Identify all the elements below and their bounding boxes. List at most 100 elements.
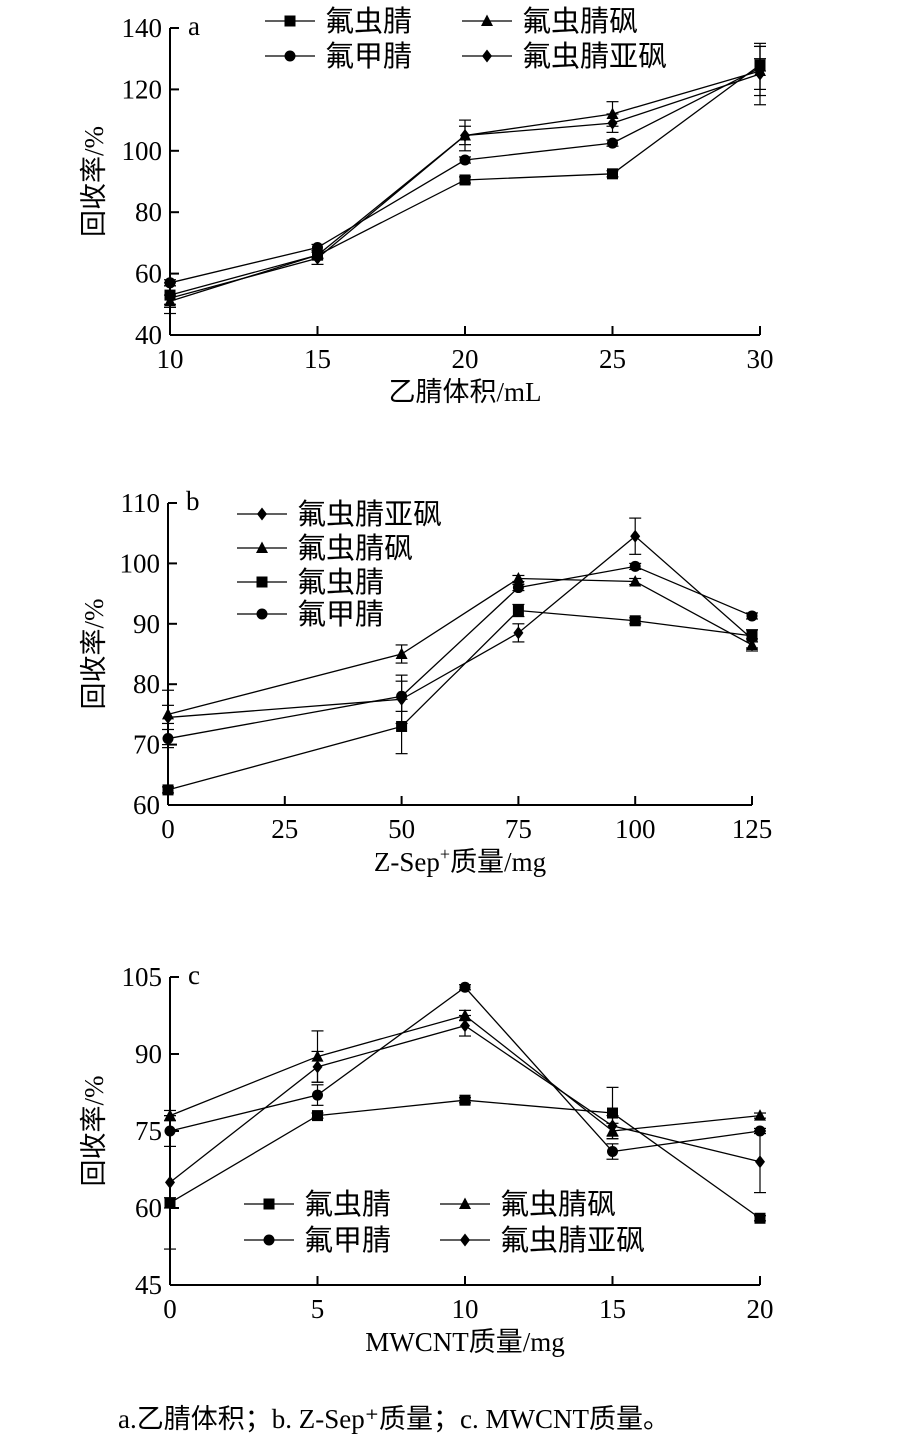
data-point	[629, 575, 642, 587]
data-point	[312, 242, 323, 254]
x-tick-label: 15	[304, 344, 331, 374]
legend-item: 氟虫腈	[244, 1188, 391, 1221]
panel-letter: c	[188, 960, 200, 990]
legend-item: 氟虫腈亚砜	[462, 40, 667, 73]
y-axis-label: 回收率/%	[79, 599, 109, 710]
x-axis-label: 乙腈体积/mL	[389, 377, 542, 407]
legend-label: 氟虫腈砜	[500, 1188, 616, 1221]
series-diamond	[162, 517, 758, 746]
y-tick-label: 80	[135, 197, 162, 227]
x-tick-label: 50	[388, 814, 415, 844]
legend-marker	[263, 1234, 275, 1246]
y-tick-label: 75	[135, 1116, 162, 1146]
legend-marker	[256, 576, 268, 588]
chart-a: 40 60 80 100 120 140 10 15 20 25 30 a 乙腈体积/mL 回收率/% 氟虫…	[79, 5, 774, 407]
legend-item: 氟甲腈	[237, 598, 384, 631]
data-point	[607, 116, 618, 130]
y-tick-label: 80	[133, 669, 160, 699]
legend-label: 氟虫腈亚砜	[500, 1224, 645, 1257]
x-axis-label: Z-Sep+质量/mg	[374, 844, 546, 877]
y-tick-label: 60	[133, 790, 160, 820]
legend-label: 氟甲腈	[297, 598, 384, 631]
series-triangle	[162, 572, 758, 725]
legend-marker	[284, 50, 296, 62]
chart-b: 60 70 80 90 100 110 0 25 50 75 100 125 b Z-Sep+质量/mg 回…	[79, 486, 772, 877]
data-point	[512, 572, 525, 584]
panel-letter: a	[188, 11, 200, 41]
series-line	[169, 70, 761, 302]
legend-item: 氟甲腈	[244, 1224, 391, 1257]
series-line	[167, 535, 753, 719]
legend-marker	[460, 1233, 470, 1247]
legend-marker	[482, 49, 492, 63]
series-circle	[164, 45, 766, 289]
data-point	[755, 67, 765, 81]
y-tick-label: 60	[135, 1193, 162, 1223]
legend-label: 氟虫腈砜	[522, 5, 638, 38]
legend-label: 氟甲腈	[325, 40, 412, 73]
legend-label: 氟虫腈亚砜	[297, 498, 442, 531]
x-tick-label: 25	[271, 814, 298, 844]
legend-item: 氟虫腈	[237, 566, 384, 599]
legend-marker	[256, 608, 268, 620]
data-point	[512, 582, 524, 594]
data-point	[460, 128, 470, 142]
legend-label: 氟虫腈	[297, 566, 384, 599]
data-point	[607, 1107, 618, 1119]
data-point	[165, 291, 175, 305]
data-point	[630, 529, 641, 543]
data-point	[513, 626, 524, 640]
y-tick-label: 45	[135, 1270, 162, 1300]
data-point	[459, 154, 471, 166]
legend-marker	[459, 1197, 471, 1209]
y-tick-label: 110	[121, 488, 161, 518]
legend-item: 氟甲腈	[265, 40, 412, 73]
data-point	[312, 1110, 323, 1122]
x-tick-label: 0	[161, 814, 175, 844]
x-tick-label: 125	[732, 814, 773, 844]
data-point	[459, 981, 471, 993]
data-point	[395, 647, 408, 659]
y-tick-label: 40	[135, 320, 162, 350]
legend-marker	[257, 507, 267, 521]
legend-marker	[284, 15, 296, 27]
panel-letter: b	[186, 486, 200, 516]
data-point	[312, 1060, 323, 1074]
data-point	[755, 1155, 765, 1169]
y-axis-label: 回收率/%	[79, 126, 109, 237]
series-line	[167, 577, 753, 716]
data-point	[312, 1089, 323, 1101]
series-line	[169, 73, 761, 299]
x-tick-label: 25	[599, 344, 626, 374]
series-diamond	[164, 42, 766, 315]
legend-label: 氟虫腈	[325, 5, 412, 38]
data-point	[460, 1019, 470, 1033]
data-point	[607, 1146, 618, 1158]
y-tick-label: 105	[122, 962, 163, 992]
legend-marker	[481, 14, 493, 26]
figure-caption: a.乙腈体积；b. Z-Sep⁺质量；c. MWCNT质量。	[118, 1404, 670, 1434]
data-point	[312, 251, 323, 265]
y-tick-label: 60	[135, 259, 162, 289]
x-tick-label: 75	[505, 814, 532, 844]
y-tick-label: 120	[122, 74, 163, 104]
legend-item: 氟虫腈	[265, 5, 412, 38]
data-point	[396, 720, 408, 732]
legend-label: 氟甲腈	[304, 1224, 391, 1257]
y-tick-label: 100	[120, 548, 161, 578]
y-tick-label: 140	[122, 13, 163, 43]
data-point	[746, 630, 758, 642]
data-point	[754, 1212, 766, 1224]
data-point	[629, 560, 641, 572]
data-point	[459, 1094, 471, 1106]
y-axis-label: 回收率/%	[79, 1076, 109, 1187]
legend-item: 氟虫腈砜	[462, 5, 638, 38]
data-point	[165, 1175, 175, 1189]
y-tick-label: 90	[133, 609, 160, 639]
data-point	[164, 1109, 176, 1121]
series-square	[162, 603, 758, 796]
legend-item: 氟虫腈亚砜	[440, 1224, 645, 1257]
x-tick-label: 5	[311, 1294, 325, 1324]
